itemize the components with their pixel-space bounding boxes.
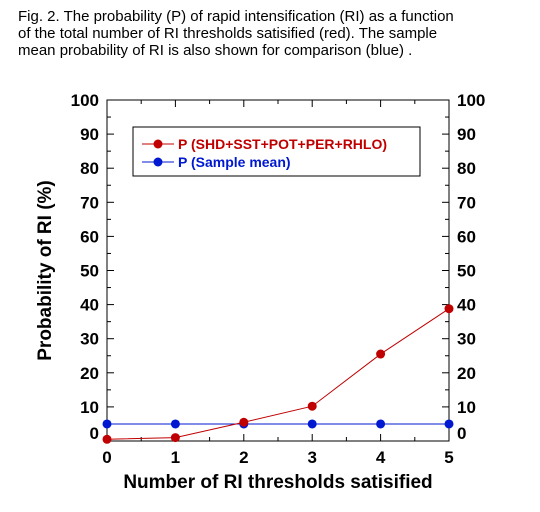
y-tick-label-left: 50 [80, 262, 99, 281]
figure-caption: Fig. 2. The probability (P) of rapid int… [18, 8, 454, 59]
data-point-series-2 [307, 419, 317, 429]
y-tick-label-right: 50 [457, 262, 476, 281]
data-point-series-1 [376, 349, 386, 359]
y-tick-label-right: 80 [457, 159, 476, 178]
y-tick-label-right: 10 [457, 398, 476, 417]
y-tick-label-left: 30 [80, 330, 99, 349]
y-tick-label-right: 0 [457, 424, 466, 443]
y-tick-label-right: 60 [457, 227, 476, 246]
y-tick-label-right: 70 [457, 193, 476, 212]
x-tick-label: 0 [102, 448, 111, 467]
y-tick-label-left: 80 [80, 159, 99, 178]
y-tick-label-right: 100 [457, 91, 485, 110]
plot-frame [106, 99, 450, 442]
y-tick-label-left: 10 [80, 398, 99, 417]
y-tick-label-left: 100 [71, 91, 99, 110]
data-point-series-1 [102, 434, 112, 444]
legend-marker [153, 139, 163, 149]
data-point-series-2 [102, 419, 112, 429]
data-point-series-1 [170, 433, 180, 443]
legend-label: P (SHD+SST+POT+PER+RHLO) [178, 136, 387, 152]
y-tick-label-left: 0 [90, 424, 99, 443]
data-point-series-2 [170, 419, 180, 429]
x-tick-label: 5 [444, 448, 453, 467]
y-axis-left-ticks: 0 10 20 30 40 50 60 70 80 90 100 [71, 91, 114, 443]
series-line-1 [106, 308, 450, 440]
x-tick-label: 2 [239, 448, 248, 467]
data-point-series-1 [307, 401, 317, 411]
y-tick-label-right: 40 [457, 296, 476, 315]
x-tick-label: 1 [171, 448, 180, 467]
x-tick-label: 3 [307, 448, 316, 467]
data-point-series-2 [376, 419, 386, 429]
legend: P (SHD+SST+POT+PER+RHLO) P (Sample mean) [132, 126, 421, 177]
y-tick-label-left: 20 [80, 364, 99, 383]
legend-label: P (Sample mean) [178, 154, 291, 170]
legend-box [132, 126, 421, 177]
x-axis-title: Number of RI thresholds satisified [123, 472, 432, 493]
y-tick-label-right: 20 [457, 364, 476, 383]
y-tick-label-left: 70 [80, 193, 99, 212]
data-point-series-2 [444, 419, 454, 429]
data-point-series-1 [444, 304, 454, 314]
y-tick-label-left: 60 [80, 227, 99, 246]
series-layer [102, 304, 454, 444]
y-tick-label-right: 30 [457, 330, 476, 349]
y-tick-label-left: 90 [80, 125, 99, 144]
y-tick-label-right: 90 [457, 125, 476, 144]
y-tick-label-left: 40 [80, 296, 99, 315]
y-axis-title: Probability of RI (%) [35, 180, 56, 361]
data-point-series-1 [239, 417, 249, 427]
x-tick-label: 4 [376, 448, 386, 467]
legend-marker [153, 157, 163, 167]
